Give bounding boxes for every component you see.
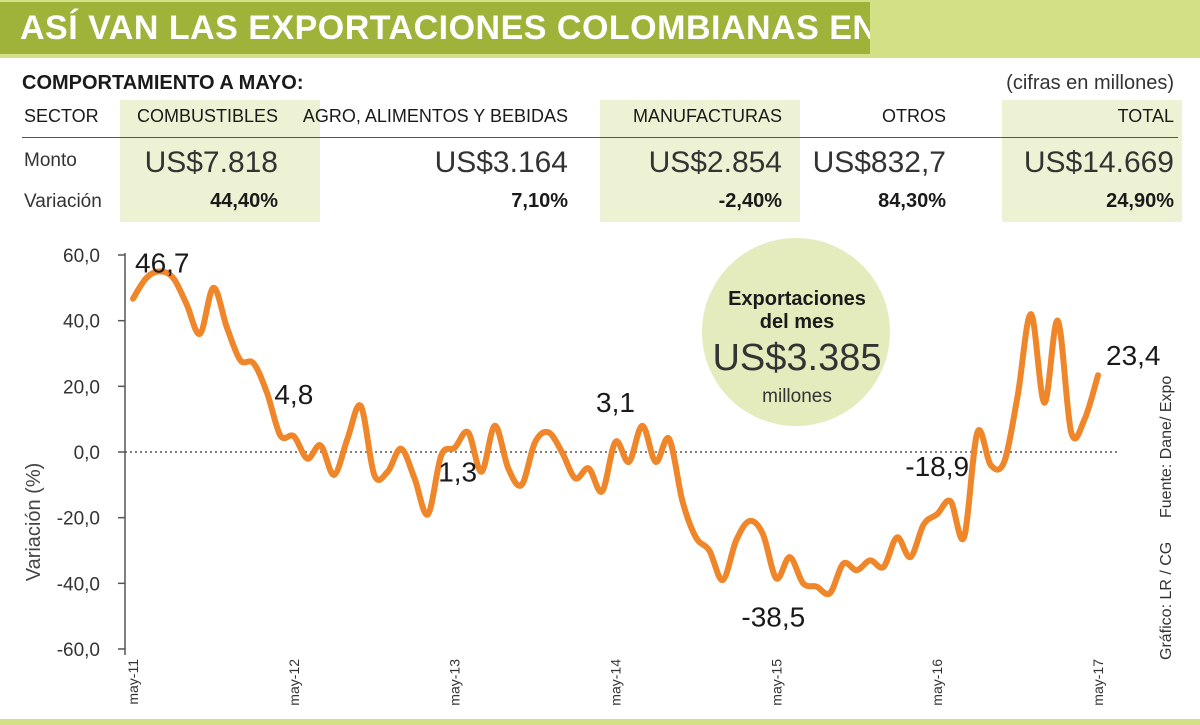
shade-combustibles <box>120 100 320 222</box>
data-annotations: 46,7 4,8 1,3 3,1 -38,5 -18,9 23,4 <box>135 248 1161 633</box>
annotation-label: 46,7 <box>135 248 190 279</box>
x-tick-labels: may-11 may-12 may-13 may-14 may-15 may-16 may-… <box>125 659 1106 706</box>
x-tick-label: may-11 <box>125 659 141 705</box>
x-tick-label: may-16 <box>929 659 945 706</box>
bubble-line1: Exportaciones <box>728 288 866 310</box>
y-tick-label: -60,0 <box>57 640 100 661</box>
annotation-label: 23,4 <box>1106 340 1161 371</box>
annotation-label: 1,3 <box>438 457 477 488</box>
y-tick-label: -20,0 <box>57 509 100 530</box>
variacion-manufacturas: -2,40% <box>718 190 782 212</box>
x-tick-label: may-15 <box>768 659 784 706</box>
sector-header: SECTOR <box>24 106 99 126</box>
monto-label: Monto <box>24 150 77 171</box>
source-note: Fuente: Dane/ Expo <box>1158 376 1175 518</box>
x-tick-label: may-14 <box>608 659 624 706</box>
bubble-unit: millones <box>762 386 832 407</box>
header-otros: OTROS <box>881 106 946 126</box>
bubble-line2: del mes <box>760 311 834 333</box>
title-banner: ASÍ VAN LAS EXPORTACIONES COLOMBIANAS EN… <box>0 0 1200 58</box>
annotation-label: -18,9 <box>905 451 969 482</box>
bubble-circle <box>702 238 890 426</box>
x-tick-label: may-13 <box>447 659 463 706</box>
y-tick-label: -40,0 <box>57 574 100 595</box>
variacion-total: 24,90% <box>1106 190 1174 212</box>
shade-manufacturas <box>600 100 800 222</box>
header-combustibles: COMBUSTIBLES <box>136 106 278 126</box>
chart-title: ASÍ VAN LAS EXPORTACIONES COLOMBIANAS EN… <box>0 2 870 54</box>
shade-total <box>1002 100 1182 222</box>
variacion-otros: 84,30% <box>878 190 946 212</box>
table-subtitle: COMPORTAMIENTO A MAYO: <box>22 72 304 94</box>
variacion-agro: 7,10% <box>511 190 568 212</box>
bubble-value: US$3.385 <box>712 337 881 379</box>
y-tick-label: 60,0 <box>63 246 100 267</box>
series-line <box>130 268 1101 598</box>
y-tick-label: 40,0 <box>63 312 100 333</box>
table-header-rule <box>22 137 1178 138</box>
header-agro: AGRO, ALIMENTOS Y BEBIDAS <box>302 106 568 126</box>
footer-rule <box>0 719 1200 725</box>
monto-agro: US$3.164 <box>434 146 568 179</box>
line-chart: 60,040,020,00,0-20,0-40,0-60,0 may-11 may… <box>23 238 1175 706</box>
units-note: (cifras en millones) <box>1006 72 1174 94</box>
x-tick-label: may-12 <box>286 659 302 706</box>
variacion-combustibles: 44,40% <box>210 190 278 212</box>
annotation-label: -38,5 <box>741 601 805 632</box>
annotation-label: 3,1 <box>596 387 635 418</box>
monto-total: US$14.669 <box>1023 146 1174 179</box>
y-tick-label: 0,0 <box>74 443 100 464</box>
header-manufacturas: MANUFACTURAS <box>632 106 782 126</box>
monto-combustibles: US$7.818 <box>144 146 278 179</box>
y-tick-labels: 60,0 40,0 20,0 0,0 -20,0 -40,0 -60,0 <box>57 246 100 661</box>
monto-otros: US$832,7 <box>812 146 946 179</box>
y-axis-label: Variación (%) <box>23 463 45 582</box>
header-total: TOTAL <box>1117 106 1174 126</box>
annotation-label: 4,8 <box>274 379 313 410</box>
credit-note: Gráfico: LR / CG <box>1158 542 1175 660</box>
y-tick-label: 20,0 <box>63 377 100 398</box>
variacion-label: Variación <box>24 191 102 212</box>
x-tick-label: may-17 <box>1090 659 1106 706</box>
chart-axes <box>118 253 1120 655</box>
monto-manufacturas: US$2.854 <box>648 146 782 179</box>
